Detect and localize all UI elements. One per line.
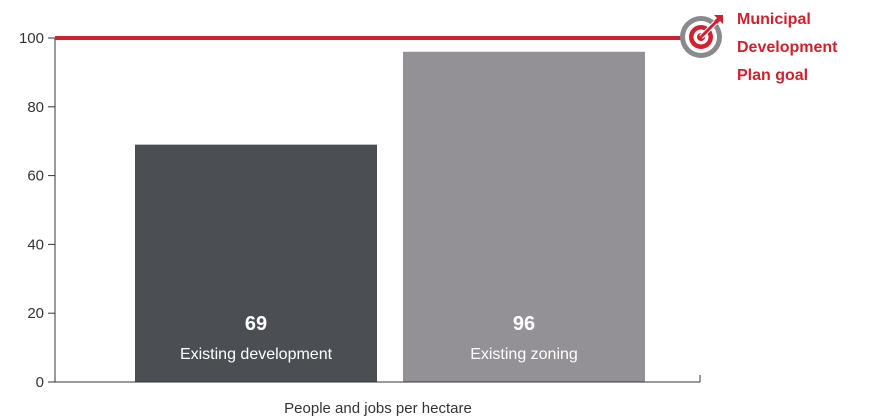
y-tick-label: 40 — [27, 236, 44, 253]
bar-value-label: 69 — [245, 313, 267, 335]
bars-layer — [135, 51, 645, 382]
y-tick-label: 20 — [27, 305, 44, 322]
y-tick-label: 60 — [27, 168, 44, 185]
y-ticks: 0 20 40 60 80 100 — [19, 30, 55, 391]
bar-category-label: Existing zoning — [470, 346, 578, 363]
goal-label-line-2: Development — [737, 39, 838, 56]
target-arrow-icon — [680, 15, 723, 58]
x-axis-title: People and jobs per hectare — [284, 400, 472, 417]
bar-existing-zoning — [403, 51, 645, 382]
bar-labels: 69 Existing development 96 Existing zoning — [180, 313, 578, 363]
y-tick-label: 80 — [27, 99, 44, 116]
bar-value-label: 96 — [513, 313, 535, 335]
y-tick-label: 0 — [36, 374, 44, 391]
y-tick-label: 100 — [19, 30, 44, 47]
bar-existing-development — [135, 144, 377, 382]
goal-label-line-3: Plan goal — [737, 67, 808, 84]
goal-label-line-1: Municipal — [737, 11, 811, 28]
axes-layer — [54, 38, 701, 383]
bar-category-label: Existing development — [180, 346, 333, 363]
